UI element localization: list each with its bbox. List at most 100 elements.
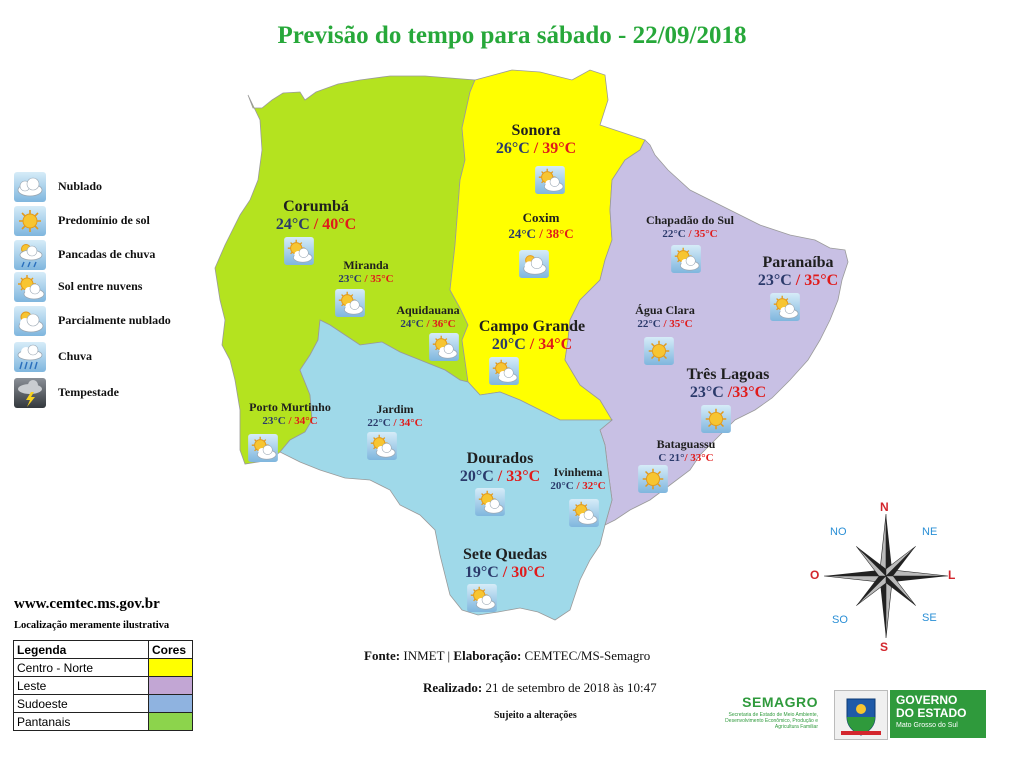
- city-name: Aquidauana: [396, 303, 460, 317]
- max-temp: 34°C: [538, 336, 573, 353]
- city-name: Dourados: [466, 450, 534, 467]
- min-temp: 22°C: [367, 417, 391, 429]
- city-temperature: C 21°/ 33°C: [606, 452, 766, 464]
- legend-row: Centro - Norte: [13, 658, 193, 677]
- region-sudoeste: [279, 319, 614, 621]
- city-forecast: Sonora 26°C / 39°C: [456, 122, 616, 158]
- legend-item-label: Predomínio de sol: [58, 213, 150, 227]
- gov-logo-line2: DO ESTADO: [896, 706, 967, 720]
- sunny-icon: [637, 465, 669, 493]
- max-temp: 34°C: [294, 415, 318, 427]
- max-temp: 35°C: [370, 273, 394, 285]
- max-temp: 35°C: [804, 272, 839, 289]
- website-link[interactable]: www.cemtec.ms.gov.br: [14, 596, 160, 612]
- min-temp: 23°C: [757, 272, 792, 289]
- city-forecast: Aquidauana 24°C / 36°C: [348, 303, 508, 330]
- temp-separator: /: [309, 216, 323, 233]
- legend-item-label: Nublado: [58, 179, 103, 193]
- temp-separator: /: [685, 228, 695, 240]
- city-name: Coxim: [522, 210, 560, 225]
- min-temp: C 21°: [658, 452, 685, 464]
- temp-separator: /: [361, 273, 371, 285]
- compass-s: S: [880, 640, 889, 654]
- city-name: Chapadão do Sul: [645, 213, 735, 227]
- semagro-logo: SEMAGRO Secretaria de Estado de Meio Amb…: [706, 694, 818, 738]
- city-forecast: Paranaíba 23°C / 35°C: [718, 254, 878, 290]
- sun-clouds-icon: [14, 272, 46, 302]
- min-temp: 20°C: [459, 468, 494, 485]
- storm-icon: [14, 378, 46, 408]
- sun-clouds-icon: [488, 357, 520, 385]
- city-forecast: Sete Quedas 19°C / 30°C: [425, 546, 585, 582]
- city-name: Três Lagoas: [686, 366, 770, 383]
- city-temperature: 20°C / 32°C: [498, 480, 658, 492]
- temp-separator: /: [423, 318, 433, 330]
- legend-color-swatch: [148, 712, 193, 731]
- compass-l: L: [948, 568, 956, 582]
- legend-color-swatch: [148, 658, 193, 677]
- temp-separator: /: [525, 336, 539, 353]
- min-temp: 23°C: [689, 384, 724, 401]
- city-forecast: Ivinhema 20°C / 32°C: [498, 465, 658, 492]
- city-forecast: Dourados 20°C / 33°C: [420, 450, 580, 486]
- city-temperature: 20°C / 34°C: [452, 336, 612, 354]
- compass-se: SE: [922, 612, 937, 624]
- sun-clouds-icon: [474, 488, 506, 516]
- legend-item-label: Pancadas de chuva: [58, 247, 156, 261]
- map-disclaimer: Localização meramente ilustrativa: [14, 620, 170, 631]
- sun-clouds-icon: [466, 584, 498, 612]
- city-temperature: 22°C / 35°C: [610, 228, 770, 240]
- max-temp: 35°C: [694, 228, 718, 240]
- realized-line: Realizado: 21 de setembro de 2018 às 10:…: [423, 680, 657, 696]
- elaboration-label: Elaboração:: [453, 648, 522, 663]
- sun-clouds-icon: [670, 245, 702, 273]
- legend-row: Pantanais: [13, 712, 193, 731]
- legend-item-label: Parcialmente nublado: [58, 313, 171, 327]
- max-temp: 40°C: [322, 216, 357, 233]
- city-name: Bataguassu: [656, 437, 716, 451]
- city-name: Sete Quedas: [463, 546, 547, 563]
- city-name: Miranda: [343, 258, 389, 272]
- min-temp: 20°C: [491, 336, 526, 353]
- temp-separator: /: [723, 384, 733, 401]
- min-temp: 24°C: [400, 318, 424, 330]
- sunny-icon: [700, 405, 732, 433]
- max-temp: 33°C: [506, 468, 541, 485]
- region-leste: [564, 139, 849, 526]
- legend-color-swatch: [148, 694, 193, 713]
- cloudy-icon: [14, 172, 46, 202]
- min-temp: 20°C: [550, 480, 574, 492]
- city-forecast: Chapadão do Sul 22°C / 35°C: [610, 213, 770, 240]
- legend-item-label: Tempestade: [58, 385, 119, 399]
- legend-color-swatch: [148, 676, 193, 695]
- partly-cloudy-icon: [518, 250, 550, 278]
- legend-item-label: Sol entre nuvens: [58, 279, 143, 293]
- legend-region-label: Pantanais: [13, 712, 149, 731]
- min-temp: 23°C: [338, 273, 362, 285]
- legend-header-colors: Cores: [148, 640, 193, 659]
- max-temp: 33°C: [690, 452, 714, 464]
- region-color-legend: Legenda Cores Centro - Norte Leste Sudoest…: [13, 640, 193, 731]
- city-temperature: 23°C /33°C: [648, 384, 808, 402]
- sun-clouds-icon: [247, 434, 279, 462]
- temp-separator: /: [791, 272, 805, 289]
- gov-logo-line1: GOVERNO: [896, 693, 958, 707]
- temp-separator: /: [529, 140, 543, 157]
- min-temp: 24°C: [508, 226, 536, 241]
- legend-region-label: Centro - Norte: [13, 658, 149, 677]
- source-line: Fonte: INMET | Elaboração: CEMTEC/MS-Sem…: [364, 648, 650, 664]
- city-name: Ivinhema: [553, 465, 603, 479]
- legend-region-label: Sudoeste: [13, 694, 149, 713]
- temp-separator: /: [684, 452, 691, 464]
- city-name: Campo Grande: [478, 318, 586, 335]
- legend-region-label: Leste: [13, 676, 149, 695]
- legend-row: Leste: [13, 676, 193, 695]
- city-temperature: 23°C / 34°C: [210, 415, 370, 427]
- semagro-logo-subtitle: Secretaria de Estado de Meio Ambiente, D…: [725, 712, 818, 730]
- government-logo: GOVERNO DO ESTADO Mato Grosso do Sul: [834, 690, 986, 740]
- city-name: Paranaíba: [762, 254, 834, 271]
- realized-label: Realizado:: [423, 680, 483, 695]
- city-temperature: 20°C / 33°C: [420, 468, 580, 486]
- sun-clouds-icon: [534, 166, 566, 194]
